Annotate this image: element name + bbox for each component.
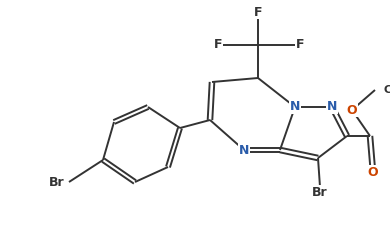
Text: N: N (327, 101, 337, 114)
Text: CH₃: CH₃ (383, 85, 390, 95)
Text: Br: Br (312, 185, 328, 199)
Text: F: F (254, 5, 262, 19)
Text: Br: Br (49, 175, 65, 188)
Text: O: O (347, 104, 357, 117)
Text: N: N (290, 101, 300, 114)
Text: F: F (214, 38, 222, 52)
Text: O: O (368, 166, 378, 178)
Text: N: N (239, 144, 249, 156)
Text: F: F (296, 38, 304, 52)
